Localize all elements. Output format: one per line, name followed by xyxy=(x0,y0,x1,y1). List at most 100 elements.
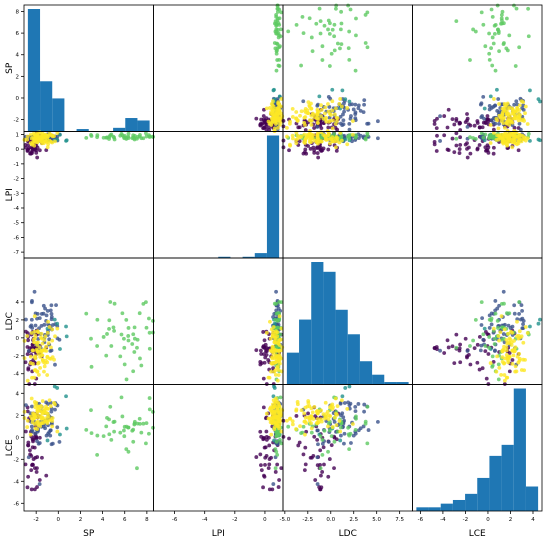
scatter-point-ldc-lce-199 xyxy=(517,358,522,363)
scatter-point-ldc-lce-108 xyxy=(493,299,498,303)
scatter-point-sp-ldc-182 xyxy=(330,108,335,113)
scatter-point-lce-sp-202 xyxy=(31,411,35,416)
scatter-point-lce-sp-0 xyxy=(44,473,49,478)
scatter-point-ldc-lpi-191 xyxy=(264,330,269,335)
scatter-point-ldc-lce-30 xyxy=(432,346,437,351)
scatter-point-lpi-ldc-210 xyxy=(288,143,292,148)
scatter-point-lpi-lce-27 xyxy=(458,143,463,147)
scatter-point-lce-sp-98 xyxy=(29,404,34,409)
scatter-point-lce-ldc-235 xyxy=(306,399,311,403)
scatter-point-lce-lpi-155 xyxy=(274,439,279,444)
scatter-point-lce-lpi-229 xyxy=(268,405,273,410)
scatter-point-lce-lpi-227 xyxy=(278,414,282,419)
scatter-point-lpi-lce-31 xyxy=(452,150,457,155)
scatter-point-lce-sp-230 xyxy=(35,407,40,412)
scatter-point-sp-lce-119 xyxy=(526,6,531,11)
scatter-point-lce-ldc-19 xyxy=(304,429,309,434)
scatter-point-ldc-sp-157 xyxy=(109,344,114,348)
y-tick-label-lce-2: -2 xyxy=(14,457,19,463)
scatter-point-ldc-sp-155 xyxy=(131,332,136,337)
scatter-point-lce-lpi-194 xyxy=(272,425,277,429)
scatter-point-sp-ldc-151 xyxy=(338,46,342,51)
scatter-point-lce-lpi-140 xyxy=(275,452,280,457)
scatter-point-sp-lce-146 xyxy=(501,42,506,47)
scatter-point-lpi-lce-232 xyxy=(512,139,517,144)
scatter-point-sp-lce-157 xyxy=(483,44,488,49)
scatter-point-ldc-sp-122 xyxy=(95,317,100,322)
histogram-bar-ldc-4 xyxy=(335,309,348,385)
scatter-point-lce-sp-156 xyxy=(124,447,129,452)
scatter-point-ldc-sp-233 xyxy=(45,355,50,360)
scatter-point-lpi-ldc-181 xyxy=(294,138,298,142)
scatter-point-lpi-ldc-240 xyxy=(303,138,307,142)
scatter-point-ldc-lce-240 xyxy=(502,361,507,365)
scatter-point-sp-ldc-147 xyxy=(332,48,337,53)
scatter-point-lce-lpi-27 xyxy=(267,462,272,467)
scatter-point-sp-ldc-173 xyxy=(339,104,344,109)
scatter-point-ldc-lce-16 xyxy=(475,360,480,365)
scatter-point-sp-ldc-231 xyxy=(302,115,307,120)
scatter-point-ldc-sp-120 xyxy=(84,311,89,316)
scatter-point-lce-sp-134 xyxy=(122,428,126,433)
histogram-bar-sp-7 xyxy=(113,127,126,132)
scatter-point-lce-ldc-128 xyxy=(326,449,330,454)
scatter-point-sp-lce-117 xyxy=(500,9,505,14)
scatter-point-sp-lpi-160 xyxy=(275,46,280,51)
scatter-point-sp-lpi-153 xyxy=(277,16,282,21)
scatter-point-lce-sp-157 xyxy=(109,437,114,442)
scatter-point-ldc-sp-168 xyxy=(37,372,41,377)
scatter-point-lpi-ldc-172 xyxy=(294,141,299,146)
scatter-point-lpi-lce-40 xyxy=(454,131,459,136)
scatter-point-ldc-lce-63 xyxy=(519,303,524,308)
scatter-point-sp-lce-8 xyxy=(432,122,437,126)
scatter-point-lce-lpi-160 xyxy=(275,432,280,437)
x-tick-label-sp-5: 8 xyxy=(145,517,149,523)
scatter-point-ldc-sp-134 xyxy=(122,336,126,341)
scatter-point-ldc-sp-56 xyxy=(47,337,52,342)
scatter-point-lce-ldc-171 xyxy=(298,424,302,429)
scatter-point-lce-lpi-29 xyxy=(273,470,278,474)
scatter-point-sp-ldc-223 xyxy=(306,100,311,105)
scatter-point-lce-lpi-31 xyxy=(259,468,264,473)
scatter-point-sp-ldc-120 xyxy=(353,68,358,73)
scatter-point-ldc-lce-48 xyxy=(486,382,491,386)
scatter-point-sp-lce-230 xyxy=(514,116,519,121)
scatter-point-lce-ldc-200 xyxy=(299,408,304,413)
scatter-point-ldc-lce-221 xyxy=(492,326,496,331)
scatter-point-ldc-sp-115 xyxy=(55,321,60,326)
histogram-bar-lce-2 xyxy=(440,503,453,511)
scatter-point-lce-lpi-235 xyxy=(274,399,279,403)
scatter-point-ldc-lpi-115 xyxy=(272,321,277,326)
scatter-point-ldc-lpi-16 xyxy=(262,360,267,365)
scatter-point-sp-lpi-36 xyxy=(261,114,266,118)
scatter-point-ldc-lpi-129 xyxy=(279,300,284,305)
histogram-bar-ldc-8 xyxy=(384,382,397,385)
scatter-point-lce-sp-72 xyxy=(35,439,39,443)
scatter-point-sp-ldc-49 xyxy=(318,123,323,128)
scatter-point-sp-lpi-227 xyxy=(278,122,282,127)
histogram-bar-lce-1 xyxy=(428,507,441,511)
y-tick-label-sp-3: 4 xyxy=(16,53,20,59)
scatter-point-lce-lpi-44 xyxy=(261,437,266,442)
scatter-point-sp-ldc-139 xyxy=(294,22,299,27)
scatter-point-sp-lce-202 xyxy=(510,120,515,125)
scatter-point-lce-lpi-221 xyxy=(279,429,284,434)
y-tick-label-sp-1: 0 xyxy=(16,96,20,102)
scatter-point-ldc-lce-49 xyxy=(472,346,477,351)
scatter-point-ldc-sp-197 xyxy=(40,341,45,346)
scatter-point-ldc-sp-71 xyxy=(49,315,54,319)
scatter-point-sp-lce-100 xyxy=(487,107,492,112)
scatter-point-sp-ldc-117 xyxy=(339,9,344,14)
scatter-point-lce-sp-236 xyxy=(31,417,36,421)
scatter-point-ldc-sp-237 xyxy=(34,347,39,352)
scatter-point-sp-lce-185 xyxy=(517,103,522,108)
scatter-point-lpi-lce-218 xyxy=(488,141,493,145)
scatter-point-sp-lce-128 xyxy=(471,27,476,32)
scatter-point-lpi-lce-47 xyxy=(465,141,469,146)
scatter-point-lpi-lce-148 xyxy=(526,132,531,136)
scatter-point-sp-lpi-215 xyxy=(279,111,283,116)
scatter-point-sp-ldc-227 xyxy=(309,122,314,127)
scatter-point-lce-ldc-181 xyxy=(294,427,298,431)
scatter-point-lce-lpi-46 xyxy=(263,462,267,467)
scatter-point-lpi-ldc-234 xyxy=(307,140,312,144)
